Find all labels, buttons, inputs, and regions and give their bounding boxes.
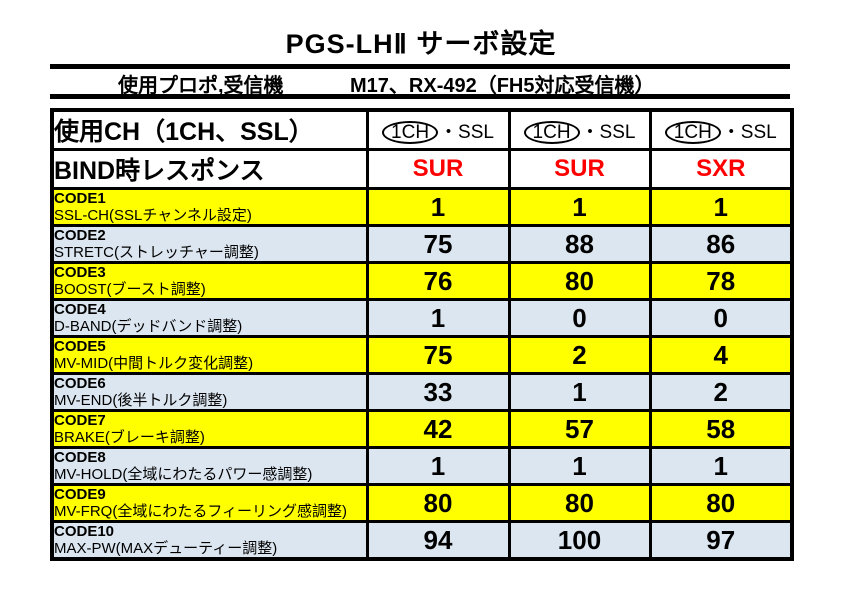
code9-label-cell: CODE9 MV-FRQ(全域にわたるフィーリング感調整) [50, 483, 369, 523]
code5-value-3: 4 [648, 335, 794, 375]
used-ch-cell-1: 1CH ・SSL [365, 108, 511, 151]
ch-suffix-3: ・SSL [721, 121, 777, 143]
code3-label-cell: CODE3 BOOST(ブースト調整) [50, 261, 369, 301]
table-row-code1: CODE1 SSL-CH(SSLチャンネル設定) 1 1 1 [50, 187, 794, 227]
code7-value-3: 58 [648, 409, 794, 449]
bind-response-value-2: SUR [507, 148, 652, 190]
code4-label-cell: CODE4 D-BAND(デッドバンド調整) [50, 298, 369, 338]
code2-value-3: 86 [648, 224, 794, 264]
table-row-code3: CODE3 BOOST(ブースト調整) 76 80 78 [50, 261, 794, 301]
code9-desc: MV-FRQ(全域にわたるフィーリング感調整) [54, 503, 348, 520]
code4-desc: D-BAND(デッドバンド調整) [54, 318, 243, 335]
bind-response-label: BIND時レスポンス [50, 148, 369, 190]
propo-receiver-row: 使用プロポ,受信機 M17、RX-492（FH5対応受信機） [50, 64, 790, 99]
code4-value-3: 0 [648, 298, 794, 338]
code8-desc: MV-HOLD(全域にわたるパワー感調整) [54, 466, 313, 483]
table-row-code5: CODE5 MV-MID(中間トルク変化調整) 75 2 4 [50, 335, 794, 375]
code10-value-3: 97 [648, 520, 794, 561]
code8-value-1: 1 [365, 446, 511, 486]
code8-value-3: 1 [648, 446, 794, 486]
code1-value-3: 1 [648, 187, 794, 227]
servo-settings-table: 使用CH（1CH、SSL） 1CH ・SSL 1CH ・SSL 1CH ・SSL BI… [50, 108, 794, 561]
code3-value-3: 78 [648, 261, 794, 301]
used-ch-cell-2: 1CH ・SSL [507, 108, 652, 151]
bind-response-value-3: SXR [648, 148, 794, 190]
table-row-code10: CODE10 MAX-PW(MAXデューティー調整) 94 100 97 [50, 520, 794, 561]
table-row-bind-response: BIND時レスポンス SUR SUR SXR [50, 148, 794, 190]
code8-label-cell: CODE8 MV-HOLD(全域にわたるパワー感調整) [50, 446, 369, 486]
circled-1ch-3: 1CH [664, 120, 721, 144]
code10-value-2: 100 [507, 520, 652, 561]
code7-name: CODE7 [54, 412, 106, 430]
code8-name: CODE8 [54, 449, 106, 467]
code6-name: CODE6 [54, 375, 106, 393]
code4-name: CODE4 [54, 301, 106, 319]
code2-value-2: 88 [507, 224, 652, 264]
code2-desc: STRETC(ストレッチャー調整) [54, 244, 259, 261]
code9-value-2: 80 [507, 483, 652, 523]
code5-label-cell: CODE5 MV-MID(中間トルク変化調整) [50, 335, 369, 375]
code6-value-1: 33 [365, 372, 511, 412]
code9-value-3: 80 [648, 483, 794, 523]
code3-name: CODE3 [54, 264, 106, 282]
code9-name: CODE9 [54, 486, 106, 504]
code6-value-3: 2 [648, 372, 794, 412]
code4-value-1: 1 [365, 298, 511, 338]
code7-desc: BRAKE(ブレーキ調整) [54, 429, 205, 446]
code10-value-1: 94 [365, 520, 511, 561]
code9-value-1: 80 [365, 483, 511, 523]
code3-value-2: 80 [507, 261, 652, 301]
code7-value-1: 42 [365, 409, 511, 449]
ch-suffix-2: ・SSL [580, 121, 636, 143]
code1-name: CODE1 [54, 190, 106, 208]
table-row-code6: CODE6 MV-END(後半トルク調整) 33 1 2 [50, 372, 794, 412]
code6-label-cell: CODE6 MV-END(後半トルク調整) [50, 372, 369, 412]
code10-desc: MAX-PW(MAXデューティー調整) [54, 540, 278, 557]
code10-name: CODE10 [54, 523, 115, 540]
bind-response-value-1: SUR [365, 148, 511, 190]
table-row-code4: CODE4 D-BAND(デッドバンド調整) 1 0 0 [50, 298, 794, 338]
ch-suffix-1: ・SSL [439, 121, 494, 143]
page-title: PGS-LHⅡ サーボ設定 [285, 29, 557, 59]
code2-value-1: 75 [365, 224, 511, 264]
code5-name: CODE5 [54, 338, 106, 356]
used-ch-label: 使用CH（1CH、SSL） [50, 108, 369, 151]
propo-receiver-label: 使用プロポ,受信機 [118, 75, 284, 97]
table-row-code8: CODE8 MV-HOLD(全域にわたるパワー感調整) 1 1 1 [50, 446, 794, 486]
code5-desc: MV-MID(中間トルク変化調整) [54, 355, 254, 372]
used-ch-cell-3: 1CH ・SSL [648, 108, 794, 151]
code5-value-2: 2 [507, 335, 652, 375]
propo-receiver-value: M17、RX-492（FH5対応受信機） [350, 75, 655, 97]
code1-value-1: 1 [365, 187, 511, 227]
table-row-code7: CODE7 BRAKE(ブレーキ調整) 42 57 58 [50, 409, 794, 449]
table-row-code2: CODE2 STRETC(ストレッチャー調整) 75 88 86 [50, 224, 794, 264]
code2-name: CODE2 [54, 227, 106, 245]
code5-value-1: 75 [365, 335, 511, 375]
circled-1ch-1: 1CH [382, 120, 439, 144]
table-row-used-ch: 使用CH（1CH、SSL） 1CH ・SSL 1CH ・SSL 1CH ・SSL [50, 108, 794, 151]
code2-label-cell: CODE2 STRETC(ストレッチャー調整) [50, 224, 369, 264]
code6-value-2: 1 [507, 372, 652, 412]
code8-value-2: 1 [507, 446, 652, 486]
code1-label-cell: CODE1 SSL-CH(SSLチャンネル設定) [50, 187, 369, 227]
code10-label-cell: CODE10 MAX-PW(MAXデューティー調整) [50, 520, 369, 561]
code3-desc: BOOST(ブースト調整) [54, 281, 206, 298]
code3-value-1: 76 [365, 261, 511, 301]
code7-label-cell: CODE7 BRAKE(ブレーキ調整) [50, 409, 369, 449]
code6-desc: MV-END(後半トルク調整) [54, 392, 228, 409]
code1-desc: SSL-CH(SSLチャンネル設定) [54, 207, 252, 224]
circled-1ch-2: 1CH [523, 120, 580, 144]
code7-value-2: 57 [507, 409, 652, 449]
table-row-code9: CODE9 MV-FRQ(全域にわたるフィーリング感調整) 80 80 80 [50, 483, 794, 523]
code1-value-2: 1 [507, 187, 652, 227]
code4-value-2: 0 [507, 298, 652, 338]
